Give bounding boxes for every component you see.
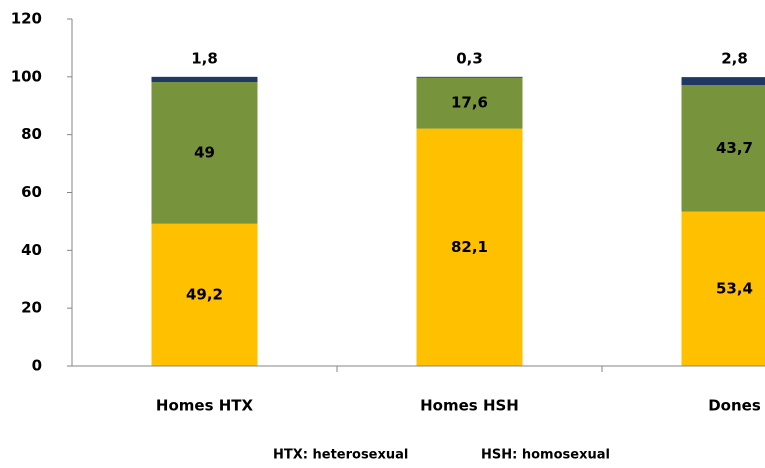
y-tick-label: 100 [11,67,42,85]
bar-segment [416,76,523,78]
data-label: 49,2 [186,285,223,303]
data-label: 2,8 [721,50,748,68]
bar-segment [151,76,258,83]
x-tick-label: Homes HSH [420,397,519,415]
data-label: 53,4 [716,279,753,297]
bar-segment [151,223,258,366]
y-tick-label: 20 [21,299,42,317]
data-label: 49 [194,143,215,161]
y-tick-label: 120 [11,10,42,28]
footnote: HTX: heterosexual [273,448,408,463]
data-label: 0,3 [456,49,483,67]
data-label: 82,1 [451,238,488,256]
data-label: 1,8 [191,49,218,67]
bar-segment [151,82,258,224]
data-label: 17,6 [451,94,488,112]
bar-segment [416,128,523,366]
y-tick-label: 80 [21,125,42,143]
x-tick-label: Homes HTX [156,397,254,415]
x-tick-label: Dones [708,397,761,415]
bar-segment [681,77,765,86]
y-tick-label: 0 [32,357,42,375]
bar-segment [416,77,523,129]
y-tick-label: 40 [21,241,42,259]
data-label: 43,7 [716,139,753,157]
y-tick-label: 60 [21,183,42,201]
footnote: HSH: homosexual [481,448,610,463]
bar-segment [681,211,765,366]
bar-segment [681,85,765,212]
